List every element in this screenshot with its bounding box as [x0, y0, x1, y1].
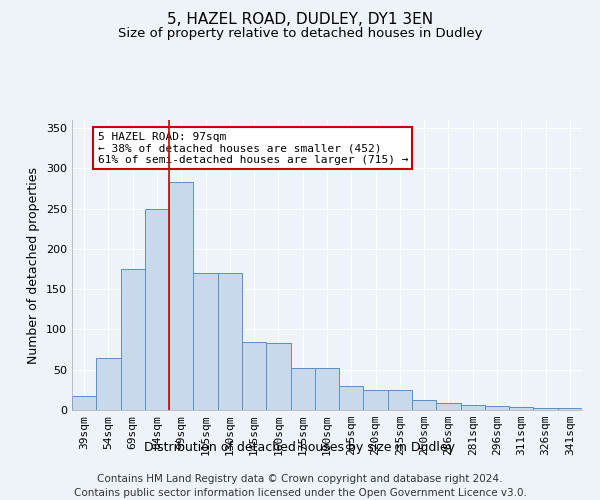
- Text: Distribution of detached houses by size in Dudley: Distribution of detached houses by size …: [145, 441, 455, 454]
- Bar: [121, 269, 145, 410]
- Bar: [509, 407, 533, 410]
- Text: Size of property relative to detached houses in Dudley: Size of property relative to detached ho…: [118, 28, 482, 40]
- Y-axis label: Number of detached properties: Number of detached properties: [28, 166, 40, 364]
- Bar: [388, 390, 412, 410]
- Bar: [218, 273, 242, 410]
- Bar: [290, 368, 315, 410]
- Bar: [315, 368, 339, 410]
- Text: 5 HAZEL ROAD: 97sqm
← 38% of detached houses are smaller (452)
61% of semi-detac: 5 HAZEL ROAD: 97sqm ← 38% of detached ho…: [97, 132, 408, 165]
- Bar: [266, 343, 290, 410]
- Bar: [533, 408, 558, 410]
- Bar: [364, 390, 388, 410]
- Text: 5, HAZEL ROAD, DUDLEY, DY1 3EN: 5, HAZEL ROAD, DUDLEY, DY1 3EN: [167, 12, 433, 28]
- Bar: [558, 408, 582, 410]
- Bar: [412, 400, 436, 410]
- Bar: [145, 208, 169, 410]
- Bar: [339, 386, 364, 410]
- Bar: [96, 358, 121, 410]
- Bar: [169, 182, 193, 410]
- Bar: [461, 405, 485, 410]
- Text: Contains HM Land Registry data © Crown copyright and database right 2024.
Contai: Contains HM Land Registry data © Crown c…: [74, 474, 526, 498]
- Bar: [72, 396, 96, 410]
- Bar: [485, 406, 509, 410]
- Bar: [436, 403, 461, 410]
- Bar: [242, 342, 266, 410]
- Bar: [193, 273, 218, 410]
